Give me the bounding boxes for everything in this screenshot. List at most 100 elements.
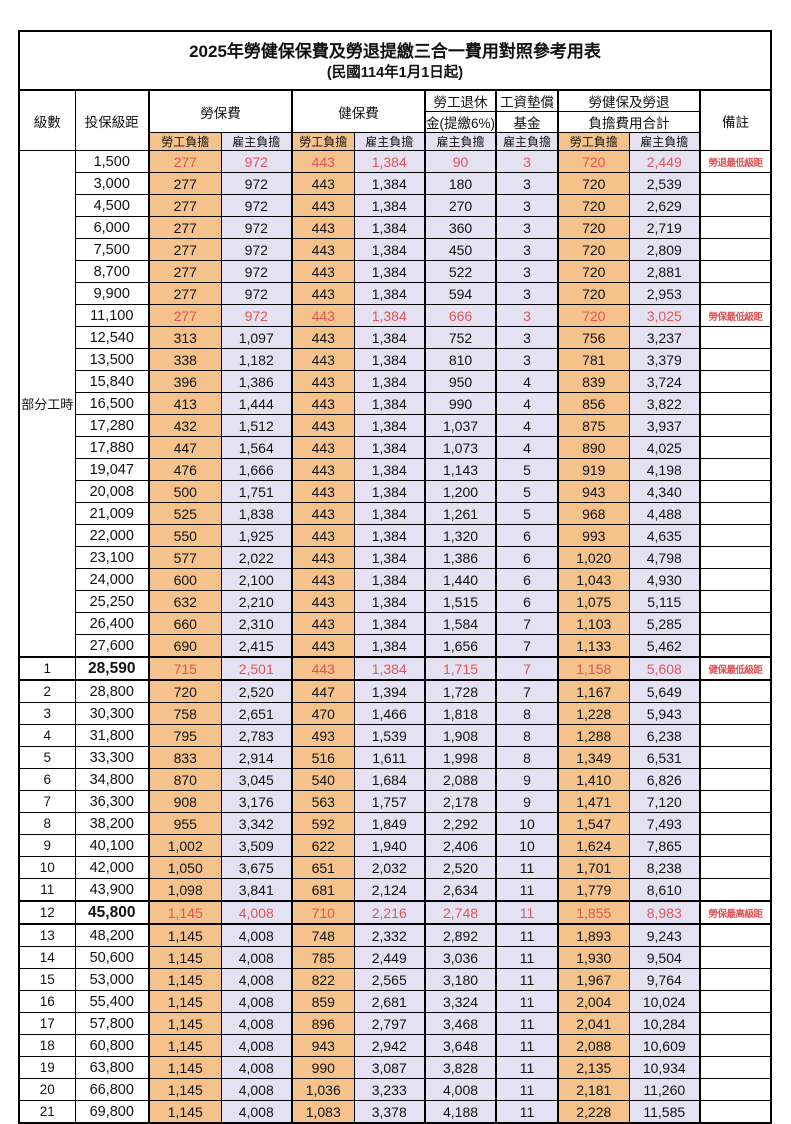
labor-employee-cell: 1,145 (148, 1012, 222, 1035)
labor-employee-cell: 277 (148, 150, 222, 173)
total-employee-cell: 720 (557, 150, 630, 173)
health-employer-cell: 1,384 (353, 216, 426, 239)
total-employer-cell: 3,379 (628, 348, 701, 371)
wage-fund-employer-cell: 3 (495, 282, 559, 305)
health-employee-cell: 443 (291, 282, 355, 305)
wage-fund-employer-cell: 11 (495, 900, 559, 925)
wage-fund-employer-cell: 11 (495, 923, 559, 947)
total-employee-cell: 1,893 (557, 923, 630, 947)
total-employer-cell: 4,488 (628, 502, 701, 525)
level-cell: 8 (18, 812, 76, 835)
total-employee-cell: 720 (557, 238, 630, 261)
health-employee-cell: 443 (291, 304, 355, 327)
labor-employer-cell: 3,675 (220, 856, 293, 879)
wage-fund-employer-cell: 4 (495, 370, 559, 393)
salary-cell: 11,100 (74, 304, 150, 327)
total-employee-cell: 1,471 (557, 790, 630, 813)
wage-fund-employer-cell: 7 (495, 612, 559, 635)
total-employee-cell: 781 (557, 348, 630, 371)
subheader-total-employee: 勞工負擔 (557, 132, 630, 151)
total-employer-cell: 5,285 (628, 612, 701, 635)
table-row: 19,047 476 1,666 443 1,384 1,143 5 919 4,198 (19, 458, 772, 481)
total-employee-cell: 1,020 (557, 546, 630, 569)
labor-employer-cell: 1,564 (220, 436, 293, 459)
health-employer-cell: 1,466 (353, 702, 426, 725)
labor-employee-cell: 955 (148, 812, 222, 835)
wage-fund-employer-cell: 11 (495, 856, 559, 879)
wage-fund-employer-cell: 11 (495, 878, 559, 902)
level-cell: 4 (18, 724, 76, 747)
health-employer-cell: 2,797 (353, 1012, 426, 1035)
total-employer-cell: 4,340 (628, 480, 701, 503)
salary-cell: 60,800 (74, 1034, 150, 1057)
table-row: 13,500 338 1,182 443 1,384 810 3 781 3,379 (19, 348, 772, 371)
salary-cell: 43,900 (74, 878, 150, 902)
total-employer-cell: 10,284 (628, 1012, 701, 1035)
pension-employer-cell: 2,748 (423, 900, 497, 925)
health-employee-cell: 443 (291, 546, 355, 569)
labor-employee-cell: 550 (148, 524, 222, 547)
health-employee-cell: 516 (291, 746, 355, 769)
labor-employer-cell: 1,838 (220, 502, 293, 525)
header-salary: 投保級距 (74, 89, 150, 151)
labor-employee-cell: 396 (148, 370, 222, 393)
pension-employer-cell: 90 (423, 150, 497, 173)
health-employer-cell: 3,233 (353, 1078, 426, 1101)
level-cell: 3 (18, 702, 76, 725)
total-employee-cell: 1,701 (557, 856, 630, 879)
labor-employee-cell: 1,145 (148, 1078, 222, 1101)
labor-employer-cell: 4,008 (220, 900, 293, 925)
total-employee-cell: 2,181 (557, 1078, 630, 1101)
pension-employer-cell: 1,386 (423, 546, 497, 569)
level-cell: 7 (18, 790, 76, 813)
labor-employee-cell: 715 (148, 656, 222, 681)
health-employer-cell: 1,940 (353, 834, 426, 857)
wage-fund-employer-cell: 7 (495, 634, 559, 658)
labor-employee-cell: 1,145 (148, 946, 222, 969)
total-employee-cell: 839 (557, 370, 630, 393)
wage-fund-employer-cell: 3 (495, 260, 559, 283)
labor-employer-cell: 3,045 (220, 768, 293, 791)
labor-employer-cell: 4,008 (220, 990, 293, 1013)
health-employer-cell: 1,611 (353, 746, 426, 769)
health-employer-cell: 1,757 (353, 790, 426, 813)
table-row: 25,250 632 2,210 443 1,384 1,515 6 1,075 5,115 (19, 590, 772, 613)
wage-fund-employer-cell: 11 (495, 1100, 559, 1124)
salary-cell: 40,100 (74, 834, 150, 857)
labor-employer-cell: 4,008 (220, 1012, 293, 1035)
labor-employee-cell: 447 (148, 436, 222, 459)
table-row: 5 33,300 833 2,914 516 1,611 1,998 8 1,349 6,531 (18, 746, 772, 769)
pension-employer-cell: 3,648 (423, 1034, 497, 1057)
total-employee-cell: 875 (557, 414, 630, 437)
health-employee-cell: 443 (291, 238, 355, 261)
header-wage-fund-line1: 工資墊償 (495, 89, 559, 112)
labor-employee-cell: 1,145 (148, 900, 222, 925)
level-cell: 12 (18, 900, 76, 925)
total-employer-cell: 7,120 (628, 790, 701, 813)
pension-employer-cell: 810 (423, 348, 497, 371)
salary-cell: 36,300 (74, 790, 150, 813)
labor-employee-cell: 525 (148, 502, 222, 525)
labor-employer-cell: 972 (220, 172, 293, 195)
health-employer-cell: 1,384 (353, 238, 426, 261)
table-row: 14 50,600 1,145 4,008 785 2,449 3,036 11 1,930 9,… (18, 946, 772, 969)
wage-fund-employer-cell: 9 (495, 768, 559, 791)
health-employer-cell: 1,384 (353, 546, 426, 569)
labor-employee-cell: 1,050 (148, 856, 222, 879)
note-cell (699, 194, 772, 217)
salary-cell: 9,900 (74, 282, 150, 305)
labor-employee-cell: 1,098 (148, 878, 222, 902)
table-row: 6 34,800 870 3,045 540 1,684 2,088 9 1,410 6,826 (18, 768, 772, 791)
wage-fund-employer-cell: 9 (495, 790, 559, 813)
total-employee-cell: 2,135 (557, 1056, 630, 1079)
labor-employer-cell: 3,841 (220, 878, 293, 902)
wage-fund-employer-cell: 10 (495, 834, 559, 857)
salary-cell: 42,000 (74, 856, 150, 879)
health-employee-cell: 1,083 (291, 1100, 355, 1124)
labor-employee-cell: 313 (148, 326, 222, 349)
labor-employee-cell: 908 (148, 790, 222, 813)
total-employee-cell: 1,133 (557, 634, 630, 658)
table-row: 12,540 313 1,097 443 1,384 752 3 756 3,237 (19, 326, 772, 349)
labor-employee-cell: 795 (148, 724, 222, 747)
total-employer-cell: 7,865 (628, 834, 701, 857)
